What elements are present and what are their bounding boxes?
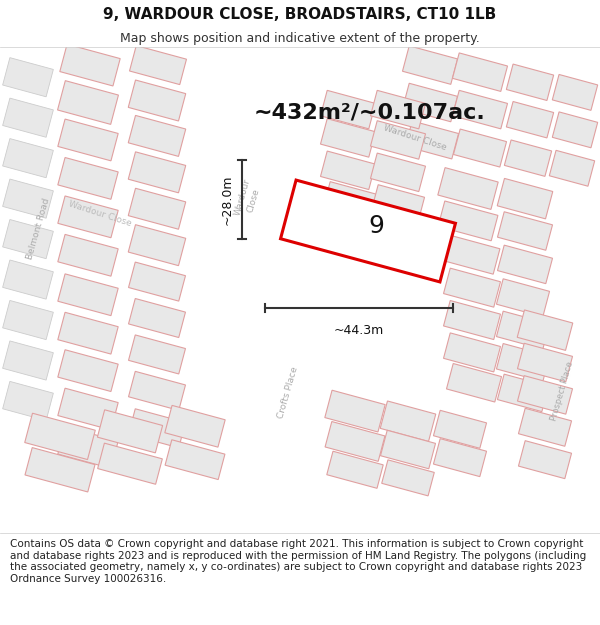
Polygon shape	[497, 212, 553, 250]
Polygon shape	[517, 343, 572, 382]
Polygon shape	[370, 153, 425, 192]
Polygon shape	[128, 224, 186, 266]
Polygon shape	[497, 245, 553, 284]
Polygon shape	[97, 410, 163, 453]
Polygon shape	[128, 409, 185, 447]
Polygon shape	[506, 101, 554, 138]
Polygon shape	[403, 46, 458, 84]
Polygon shape	[438, 168, 498, 209]
Polygon shape	[443, 268, 500, 307]
Polygon shape	[433, 439, 487, 477]
Polygon shape	[440, 234, 500, 274]
Polygon shape	[58, 234, 118, 276]
Polygon shape	[128, 152, 186, 193]
Polygon shape	[325, 421, 385, 461]
Polygon shape	[320, 151, 376, 189]
Text: Belmont Road: Belmont Road	[25, 198, 51, 261]
Polygon shape	[505, 140, 551, 176]
Polygon shape	[2, 139, 53, 178]
Polygon shape	[452, 91, 508, 129]
Polygon shape	[58, 158, 118, 199]
Polygon shape	[128, 262, 185, 301]
Polygon shape	[58, 427, 118, 468]
Polygon shape	[2, 179, 53, 218]
Polygon shape	[518, 441, 572, 479]
Polygon shape	[2, 219, 53, 259]
Polygon shape	[452, 53, 508, 91]
Text: ~44.3m: ~44.3m	[334, 324, 384, 337]
Text: Contains OS data © Crown copyright and database right 2021. This information is : Contains OS data © Crown copyright and d…	[10, 539, 586, 584]
Polygon shape	[443, 301, 500, 339]
Polygon shape	[370, 91, 425, 129]
Polygon shape	[497, 178, 553, 219]
Polygon shape	[2, 341, 53, 380]
Polygon shape	[128, 335, 185, 374]
Polygon shape	[371, 185, 425, 222]
Polygon shape	[446, 364, 502, 402]
Polygon shape	[496, 279, 550, 317]
Polygon shape	[2, 58, 53, 97]
Polygon shape	[497, 374, 548, 412]
Polygon shape	[58, 350, 118, 391]
Text: Wardour
Close: Wardour Close	[233, 177, 263, 219]
Polygon shape	[496, 311, 550, 349]
Polygon shape	[325, 390, 385, 432]
Polygon shape	[506, 64, 554, 101]
Polygon shape	[128, 188, 186, 229]
Polygon shape	[517, 310, 573, 351]
Polygon shape	[130, 46, 187, 84]
Polygon shape	[58, 119, 118, 161]
Polygon shape	[370, 121, 425, 159]
Polygon shape	[2, 301, 53, 339]
Polygon shape	[443, 333, 500, 372]
Polygon shape	[58, 196, 118, 238]
Text: ~28.0m: ~28.0m	[221, 174, 233, 225]
Polygon shape	[128, 371, 185, 411]
Polygon shape	[60, 44, 120, 86]
Polygon shape	[433, 411, 487, 448]
Polygon shape	[403, 83, 458, 122]
Polygon shape	[550, 151, 595, 186]
Polygon shape	[2, 260, 53, 299]
Polygon shape	[2, 98, 53, 138]
Text: Crofts Place: Crofts Place	[276, 366, 300, 420]
Polygon shape	[25, 413, 95, 459]
Polygon shape	[2, 381, 53, 421]
Polygon shape	[128, 299, 185, 338]
Polygon shape	[382, 460, 434, 496]
Polygon shape	[553, 74, 598, 111]
Polygon shape	[380, 401, 436, 441]
Polygon shape	[380, 430, 436, 469]
Polygon shape	[165, 440, 225, 479]
Polygon shape	[320, 91, 376, 129]
Polygon shape	[320, 119, 376, 157]
Polygon shape	[323, 182, 377, 219]
Polygon shape	[553, 112, 598, 148]
Polygon shape	[58, 81, 118, 124]
Polygon shape	[438, 201, 498, 241]
Text: Prospect Place: Prospect Place	[549, 360, 575, 422]
Polygon shape	[58, 274, 118, 316]
Polygon shape	[165, 406, 225, 447]
Text: ~432m²/~0.107ac.: ~432m²/~0.107ac.	[254, 102, 486, 122]
Text: Wardour Close: Wardour Close	[382, 124, 448, 152]
Polygon shape	[517, 376, 572, 414]
Polygon shape	[281, 180, 455, 282]
Polygon shape	[496, 344, 550, 381]
Text: 9: 9	[368, 214, 384, 238]
Polygon shape	[128, 80, 186, 121]
Polygon shape	[128, 116, 186, 156]
Polygon shape	[58, 312, 118, 354]
Text: Map shows position and indicative extent of the property.: Map shows position and indicative extent…	[120, 32, 480, 45]
Polygon shape	[327, 451, 383, 488]
Polygon shape	[58, 388, 118, 430]
Text: Wardour Close: Wardour Close	[67, 199, 133, 228]
Polygon shape	[25, 448, 95, 492]
Text: 9, WARDOUR CLOSE, BROADSTAIRS, CT10 1LB: 9, WARDOUR CLOSE, BROADSTAIRS, CT10 1LB	[103, 6, 497, 21]
Polygon shape	[518, 408, 572, 446]
Polygon shape	[98, 443, 163, 484]
Polygon shape	[454, 129, 506, 167]
Polygon shape	[406, 121, 458, 159]
